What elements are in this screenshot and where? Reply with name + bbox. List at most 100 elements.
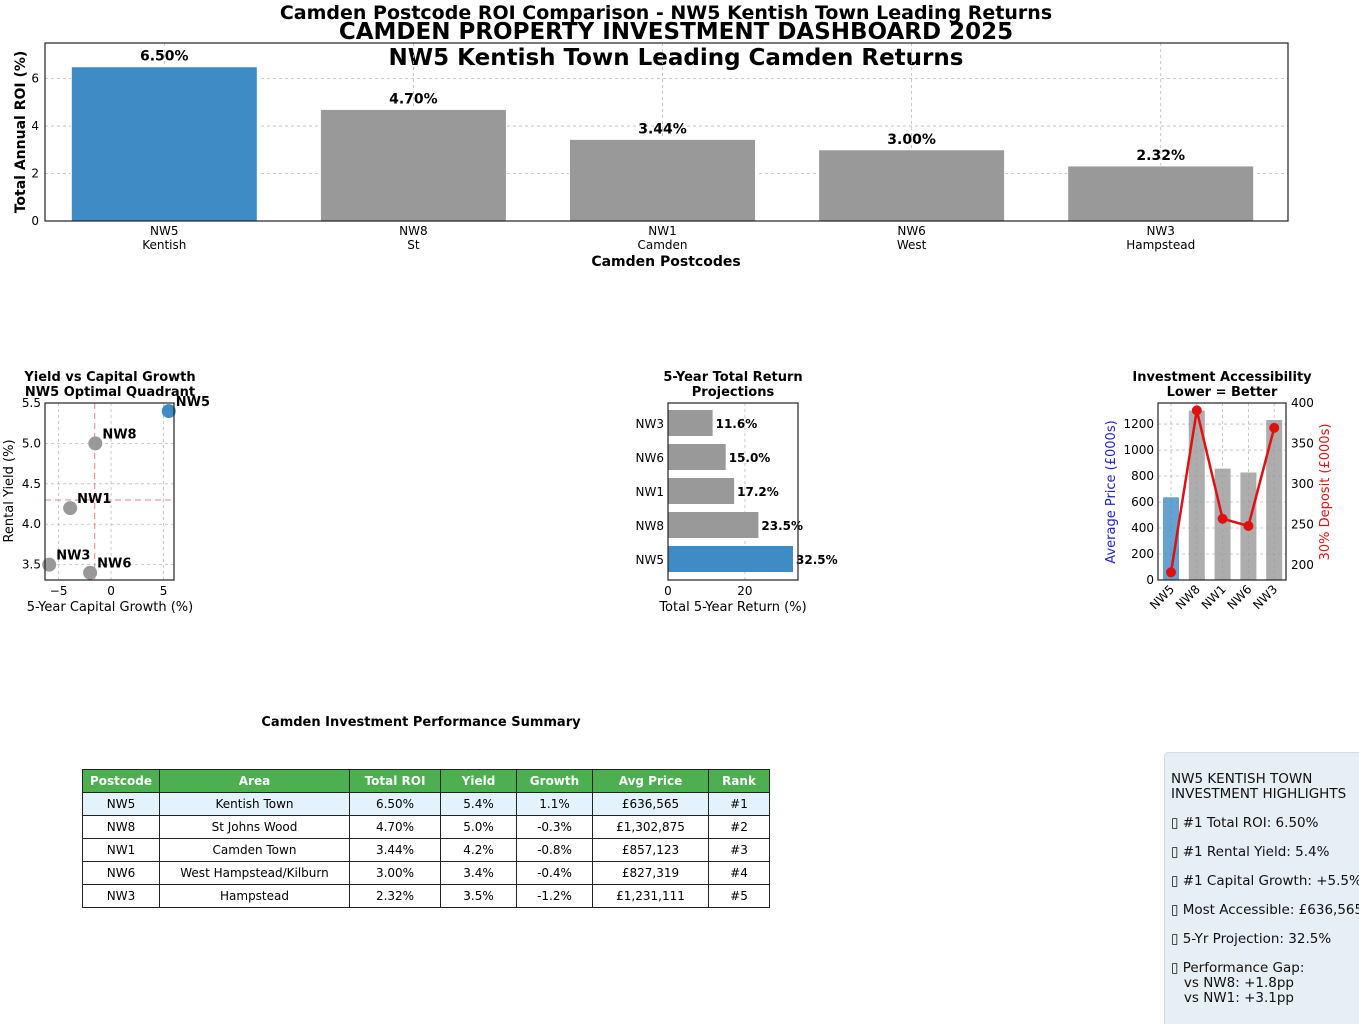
table-row: NW1 Camden Town 3.44% 4.2% -0.8% £857,123 #3 — [82, 838, 770, 862]
y-tick-label: 5.5 — [22, 396, 41, 410]
table-cell: 3.44% — [349, 838, 441, 862]
y-tick-label: 1000 — [1123, 443, 1154, 457]
scatter-point — [42, 557, 57, 572]
table-header-cell: Area — [159, 769, 350, 793]
table-cell: Kentish Town — [159, 792, 350, 816]
y-tick-label: 4.5 — [22, 477, 41, 491]
x-tick-label: Kentish — [142, 238, 186, 252]
data-label: 6.50% — [140, 49, 189, 65]
axes-frame — [44, 402, 175, 581]
x-tick-label: NW6 — [897, 224, 925, 238]
x-tick-label: Camden — [637, 238, 687, 252]
table-row: NW3 Hampstead 2.32% 3.5% -1.2% £1,231,111 #5 — [82, 884, 770, 908]
x-tick-label: NW6 — [1224, 582, 1254, 612]
chart-title: Yield vs Capital Growth — [23, 370, 195, 385]
highlights-box: NW5 KENTISH TOWN INVESTMENT HIGHLIGHTS ▯… — [1164, 752, 1359, 1024]
y-tick-label: NW5 — [636, 553, 664, 567]
table-row: NW6 West Hampstead/Kilburn 3.00% 3.4% -0.4% £… — [82, 861, 770, 885]
x-tick-label: 0 — [107, 584, 115, 598]
table-header-cell: Postcode — [82, 769, 160, 793]
table-header-cell: Growth — [516, 769, 593, 793]
table-cell: £857,123 — [592, 838, 709, 862]
x-tick-label: NW8 — [399, 224, 427, 238]
x-axis-label: Total 5-Year Return (%) — [658, 600, 806, 615]
bar — [668, 512, 759, 538]
x-axis-label: 5-Year Capital Growth (%) — [27, 600, 193, 615]
x-tick-label: NW3 — [1146, 224, 1174, 238]
table-cell: £827,319 — [592, 861, 709, 885]
price-bar — [1188, 410, 1205, 580]
highlight-item: ▯ #1 Capital Growth: +5.5% — [1171, 873, 1359, 889]
y-tick-label: NW6 — [636, 451, 664, 465]
table-cell: 4.70% — [349, 815, 441, 839]
table-cell: 3.5% — [440, 884, 517, 908]
table-cell: 2.32% — [349, 884, 441, 908]
table-cell: 6.50% — [349, 792, 441, 816]
y-axis-label: Rental Yield (%) — [2, 439, 17, 542]
table-cell: NW6 — [82, 861, 160, 885]
y-axis-label: Average Price (£000s) — [1104, 420, 1119, 563]
point-label: NW3 — [56, 549, 90, 564]
y-tick-label: NW1 — [636, 485, 664, 499]
x-tick-label: NW8 — [1173, 582, 1203, 612]
table-cell: 5.4% — [440, 792, 517, 816]
y-tick-label: 4.0 — [22, 517, 41, 531]
table-header-cell: Rank — [708, 769, 770, 793]
axes-frame — [1157, 402, 1287, 581]
table-cell: -0.4% — [516, 861, 593, 885]
table-title: Camden Investment Performance Summary — [261, 715, 581, 730]
y-tick-label: 3.5 — [22, 558, 41, 572]
table-row: NW8 St Johns Wood 4.70% 5.0% -0.3% £1,302,875… — [82, 815, 770, 839]
y-tick-label: 4 — [31, 119, 39, 133]
point-label: NW6 — [97, 557, 131, 572]
y-tick-label: 400 — [1131, 521, 1154, 535]
bar — [569, 138, 756, 222]
y-tick-label: 6 — [31, 72, 39, 86]
highlight-item: ▯ #1 Rental Yield: 5.4% — [1171, 844, 1330, 860]
chart-title: NW5 Optimal Quadrant — [25, 385, 195, 400]
x-tick-label: 20 — [737, 584, 752, 598]
deposit-point — [1166, 567, 1176, 578]
x-tick-label: Hampstead — [1126, 238, 1195, 252]
point-label: NW1 — [77, 492, 111, 507]
deposit-point — [1243, 520, 1254, 531]
y-tick-label: NW8 — [636, 519, 664, 533]
data-label: 11.6% — [716, 417, 758, 431]
bar — [668, 444, 726, 470]
x-tick-label: NW5 — [150, 224, 178, 238]
y-axis-label: Total Annual ROI (%) — [13, 51, 29, 214]
y-tick-label: 600 — [1131, 495, 1154, 509]
table-cell: £1,302,875 — [592, 815, 709, 839]
table-cell: West Hampstead/Kilburn — [159, 861, 350, 885]
scatter-point — [88, 436, 103, 451]
y-tick-label: 200 — [1131, 547, 1154, 561]
table-cell: 1.1% — [516, 792, 593, 816]
dashboard-subtitle: NW5 Kentish Town Leading Camden Returns — [389, 45, 964, 71]
scatter-point — [63, 501, 78, 516]
table-header-row: Postcode Area Total ROI Yield Growth Avg Pric… — [82, 769, 770, 793]
y2-tick-label: 300 — [1291, 477, 1314, 491]
bar — [668, 478, 735, 504]
y2-axis-label: 30% Deposit (£000s) — [1318, 424, 1333, 561]
axes-frame — [44, 42, 1289, 222]
y-tick-label: 1200 — [1123, 417, 1154, 431]
table-header-cell: Total ROI — [349, 769, 441, 793]
x-tick-label: 5 — [160, 584, 168, 598]
table-cell: NW8 — [82, 815, 160, 839]
data-label: 2.32% — [1136, 148, 1185, 164]
table-cell: £1,231,111 — [592, 884, 709, 908]
table-cell: #2 — [708, 815, 770, 839]
y-tick-label: NW3 — [636, 417, 664, 431]
highlights-title: NW5 KENTISH TOWN INVESTMENT HIGHLIGHTS — [1171, 771, 1347, 802]
deposit-point — [1217, 513, 1228, 524]
x-tick-label: West — [897, 238, 927, 252]
y2-tick-label: 250 — [1291, 518, 1314, 532]
data-label: 3.00% — [887, 132, 936, 148]
y-tick-label: 5.0 — [22, 436, 41, 450]
dashboard-title: CAMDEN PROPERTY INVESTMENT DASHBOARD 202… — [339, 19, 1013, 45]
table-cell: -0.8% — [516, 838, 593, 862]
table-cell: NW5 — [82, 792, 160, 816]
table-cell: NW1 — [82, 838, 160, 862]
